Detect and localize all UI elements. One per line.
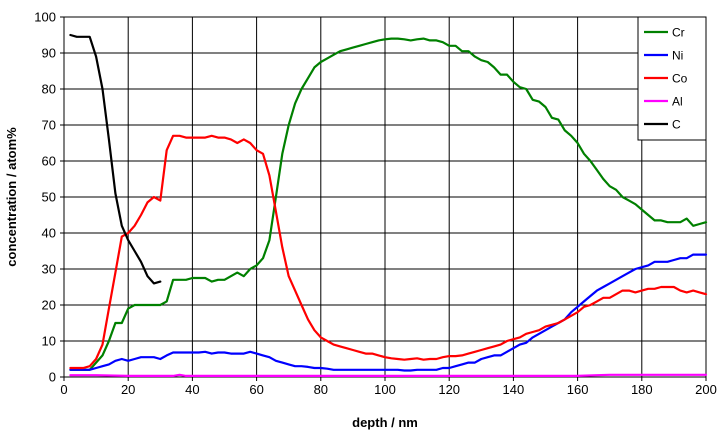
y-tick-label: 50 (42, 190, 56, 205)
legend-label-ni: Ni (672, 49, 683, 63)
y-tick-label: 90 (42, 46, 56, 61)
y-tick-label: 80 (42, 82, 56, 97)
x-tick-label: 180 (631, 382, 653, 397)
x-tick-label: 80 (314, 382, 328, 397)
legend-label-co: Co (672, 72, 688, 86)
x-tick-label: 160 (567, 382, 589, 397)
y-tick-label: 10 (42, 334, 56, 349)
y-tick-label: 40 (42, 226, 56, 241)
series-line-c (69, 33, 162, 285)
y-tick-label: 20 (42, 298, 56, 313)
legend: Cr Ni Co Al C (637, 16, 707, 141)
x-tick-label: 40 (185, 382, 199, 397)
series-layer (69, 33, 708, 377)
y-axis-title: concentration / atom% (4, 127, 19, 267)
x-tick-label: 100 (374, 382, 396, 397)
x-tick-label: 0 (60, 382, 67, 397)
series-line-cr (69, 37, 708, 371)
x-tick-label: 140 (503, 382, 525, 397)
tick-labels: 0 20 40 60 80 100 120 140 160 180 200 0 10 20 30 40 50 60… (34, 10, 717, 398)
legend-label-c: C (672, 118, 681, 132)
x-tick-label: 120 (438, 382, 460, 397)
y-tick-label: 100 (34, 10, 56, 25)
x-tick-label: 20 (121, 382, 135, 397)
y-tick-label: 60 (42, 154, 56, 169)
y-tick-label: 70 (42, 118, 56, 133)
x-axis-title: depth / nm (352, 415, 418, 430)
series-line-co (69, 134, 708, 370)
legend-label-al: Al (672, 95, 683, 109)
x-tick-label: 200 (695, 382, 717, 397)
grid (64, 17, 706, 377)
y-tick-label: 30 (42, 262, 56, 277)
series-line-ni (69, 253, 708, 372)
legend-label-cr: Cr (672, 26, 685, 40)
series-line-al (69, 373, 708, 377)
x-tick-label: 60 (249, 382, 263, 397)
y-tick-label: 0 (49, 370, 56, 385)
